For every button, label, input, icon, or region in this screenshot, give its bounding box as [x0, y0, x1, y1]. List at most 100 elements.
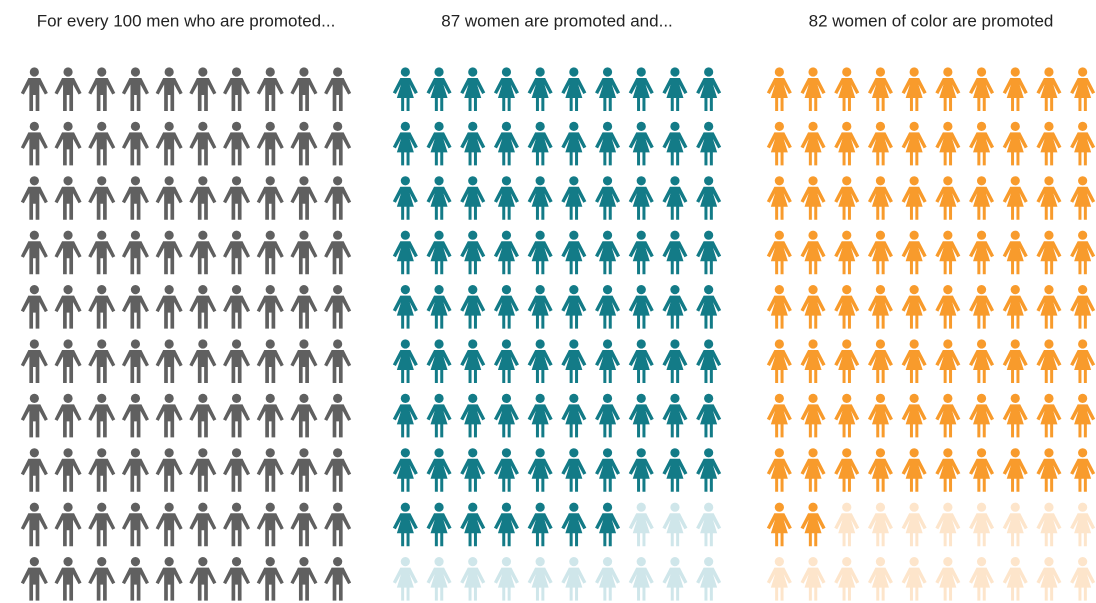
icon-filled [121, 121, 149, 166]
icon-faded [628, 502, 654, 547]
icon-filled [834, 393, 860, 438]
icon-faded [969, 557, 995, 601]
icon-filled [256, 230, 284, 275]
icon-filled [867, 121, 893, 166]
icon-filled [392, 285, 418, 329]
icon-filled [1036, 176, 1062, 220]
icon-filled [426, 393, 452, 438]
icon-faded [1036, 557, 1062, 601]
icon-filled [1036, 121, 1062, 166]
icon-filled [88, 339, 116, 383]
icon-filled [493, 339, 519, 383]
icon-filled [426, 502, 452, 547]
icon-filled [290, 557, 318, 601]
icon-faded [561, 557, 587, 601]
icon-filled [460, 121, 486, 166]
icon-filled [969, 285, 995, 329]
icon-filled [1036, 448, 1062, 492]
icon-filled [527, 448, 553, 492]
icon-filled [561, 339, 587, 383]
icon-faded [935, 502, 961, 547]
icon-filled [392, 502, 418, 547]
icon-filled [155, 176, 183, 220]
icon-filled [223, 176, 251, 220]
icon-filled [696, 339, 722, 383]
icon-filled [324, 67, 352, 111]
icon-filled [426, 285, 452, 329]
icon-filled [969, 67, 995, 111]
icon-filled [223, 502, 251, 547]
icon-filled [595, 502, 621, 547]
icon-filled [969, 393, 995, 438]
icon-filled [766, 393, 792, 438]
icon-filled [20, 557, 48, 601]
icon-filled [324, 176, 352, 220]
panel-title: 87 women are promoted and... [441, 11, 673, 30]
icon-filled [493, 67, 519, 111]
icon-filled [595, 339, 621, 383]
icon-filled [561, 448, 587, 492]
icon-filled [527, 67, 553, 111]
icon-filled [1070, 448, 1096, 492]
icon-filled [88, 393, 116, 438]
icon-filled [561, 502, 587, 547]
icon-filled [121, 557, 149, 601]
icon-filled [1002, 121, 1028, 166]
panel-title: 82 women of color are promoted [809, 11, 1054, 30]
icon-faded [834, 557, 860, 601]
icon-filled [290, 121, 318, 166]
icon-filled [256, 121, 284, 166]
icon-filled [800, 230, 826, 275]
icon-filled [969, 121, 995, 166]
icon-filled [766, 230, 792, 275]
icon-filled [628, 67, 654, 111]
icon-filled [290, 502, 318, 547]
icon-filled [901, 448, 927, 492]
icon-filled [88, 230, 116, 275]
icon-filled [766, 121, 792, 166]
icon-filled [561, 176, 587, 220]
icon-filled [662, 121, 688, 166]
icon-filled [324, 285, 352, 329]
icon-filled [935, 285, 961, 329]
icon-filled [595, 176, 621, 220]
icon-faded [834, 502, 860, 547]
icon-filled [256, 448, 284, 492]
icon-filled [155, 502, 183, 547]
icon-filled [935, 67, 961, 111]
icon-filled [969, 176, 995, 220]
icon-filled [696, 393, 722, 438]
icon-filled [155, 393, 183, 438]
icon-filled [1070, 339, 1096, 383]
icon-faded [901, 502, 927, 547]
icon-filled [493, 393, 519, 438]
icon-filled [324, 339, 352, 383]
icon-filled [834, 230, 860, 275]
icon-filled [121, 448, 149, 492]
icon-faded [460, 557, 486, 601]
icon-filled [800, 448, 826, 492]
icon-filled [460, 67, 486, 111]
icon-filled [54, 230, 82, 275]
icon-grid [20, 67, 352, 601]
icon-filled [54, 285, 82, 329]
icon-filled [595, 230, 621, 275]
icon-filled [88, 121, 116, 166]
icon-filled [527, 285, 553, 329]
icon-filled [392, 230, 418, 275]
icon-filled [867, 67, 893, 111]
icon-filled [1036, 393, 1062, 438]
icon-filled [1070, 67, 1096, 111]
icon-faded [595, 557, 621, 601]
icon-filled [54, 557, 82, 601]
icon-filled [1036, 339, 1062, 383]
icon-filled [1036, 285, 1062, 329]
icon-faded [662, 557, 688, 601]
icon-filled [696, 176, 722, 220]
icon-filled [392, 176, 418, 220]
icon-filled [426, 67, 452, 111]
icon-filled [460, 339, 486, 383]
icon-filled [88, 285, 116, 329]
icon-filled [901, 121, 927, 166]
